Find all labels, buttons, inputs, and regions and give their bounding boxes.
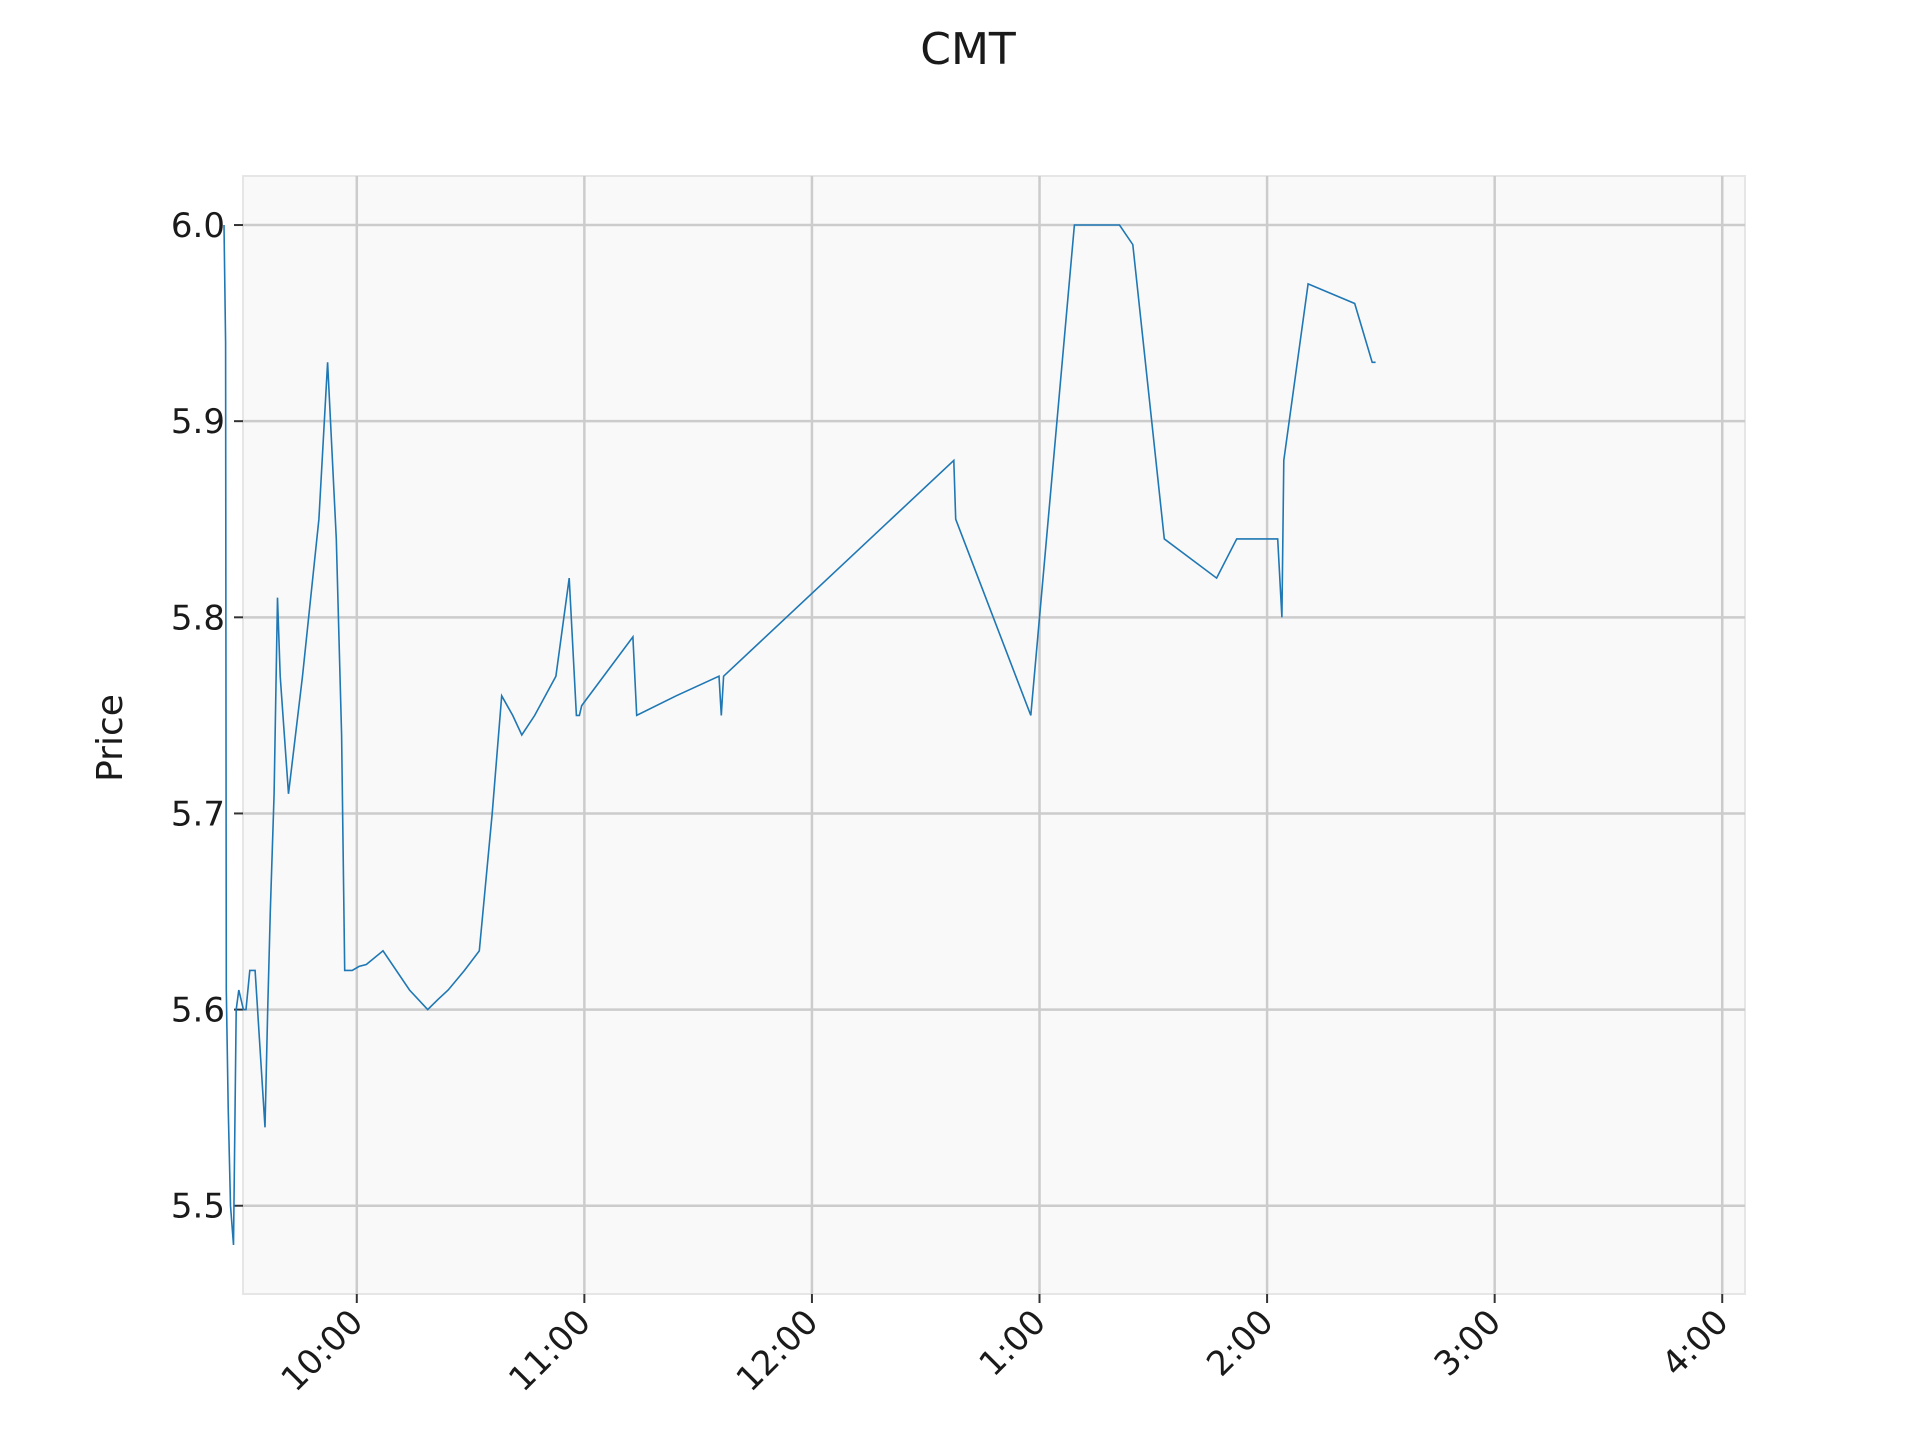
x-axis: 10:00 11:00 12:00 1:00 2:00 3:00 4:00 — [274, 1294, 1737, 1400]
y-axis-label: Price — [90, 694, 131, 782]
price-series-line — [223, 224, 1376, 1246]
grid — [243, 176, 1745, 1294]
x-tick-label: 4:00 — [1654, 1302, 1736, 1384]
y-axis: 5.5 5.6 5.7 5.8 5.9 6.0 — [171, 206, 243, 1227]
y-tick-label: 5.7 — [171, 794, 225, 834]
x-tick-label: 2:00 — [1199, 1302, 1281, 1384]
x-tick-label: 11:00 — [501, 1302, 599, 1400]
plot-area — [242, 175, 1746, 1295]
x-tick-label: 1:00 — [972, 1302, 1054, 1384]
y-tick-label: 5.8 — [171, 598, 225, 638]
y-tick-label: 6.0 — [171, 206, 225, 246]
x-tick-label: 3:00 — [1427, 1302, 1509, 1384]
x-tick-label: 12:00 — [729, 1302, 827, 1400]
y-tick-label: 5.6 — [171, 991, 225, 1031]
chart-title: CMT — [920, 24, 1016, 75]
x-tick-label: 10:00 — [274, 1302, 372, 1400]
y-tick-label: 5.9 — [171, 402, 225, 442]
y-tick-label: 5.5 — [171, 1187, 225, 1227]
